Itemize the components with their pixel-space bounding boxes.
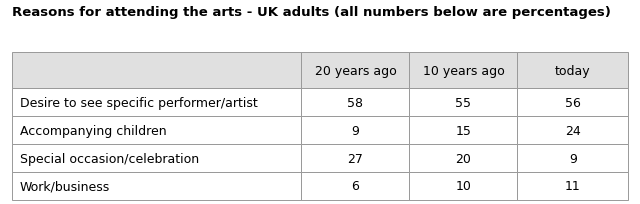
- Text: 9: 9: [569, 152, 577, 165]
- Text: 56: 56: [565, 96, 581, 109]
- Bar: [12, 89, 301, 117]
- Bar: [12, 172, 301, 200]
- Bar: [301, 89, 410, 117]
- Text: 20: 20: [456, 152, 472, 165]
- Bar: [517, 117, 628, 144]
- Bar: [517, 172, 628, 200]
- Text: 10 years ago: 10 years ago: [422, 64, 504, 78]
- Text: 20 years ago: 20 years ago: [315, 64, 396, 78]
- Text: 6: 6: [351, 180, 360, 193]
- Bar: [410, 172, 517, 200]
- Text: 11: 11: [565, 180, 581, 193]
- Bar: [12, 117, 301, 144]
- Bar: [410, 144, 517, 172]
- Bar: [410, 89, 517, 117]
- Text: 15: 15: [456, 124, 472, 137]
- Bar: [410, 117, 517, 144]
- Text: 58: 58: [348, 96, 364, 109]
- Bar: [301, 117, 410, 144]
- Bar: [301, 144, 410, 172]
- Text: Desire to see specific performer/artist: Desire to see specific performer/artist: [20, 96, 257, 109]
- Text: Work/business: Work/business: [20, 180, 110, 193]
- Text: Special occasion/celebration: Special occasion/celebration: [20, 152, 199, 165]
- Bar: [517, 144, 628, 172]
- Text: 55: 55: [456, 96, 472, 109]
- Text: 24: 24: [565, 124, 581, 137]
- Bar: [517, 89, 628, 117]
- Bar: [12, 53, 301, 89]
- Text: Reasons for attending the arts - UK adults (all numbers below are percentages): Reasons for attending the arts - UK adul…: [12, 6, 611, 19]
- Text: 9: 9: [351, 124, 360, 137]
- Text: 10: 10: [456, 180, 472, 193]
- Bar: [410, 53, 517, 89]
- Bar: [12, 144, 301, 172]
- Text: today: today: [555, 64, 591, 78]
- Text: 27: 27: [348, 152, 364, 165]
- Bar: [301, 53, 410, 89]
- Bar: [517, 53, 628, 89]
- Text: Accompanying children: Accompanying children: [20, 124, 166, 137]
- Bar: [301, 172, 410, 200]
